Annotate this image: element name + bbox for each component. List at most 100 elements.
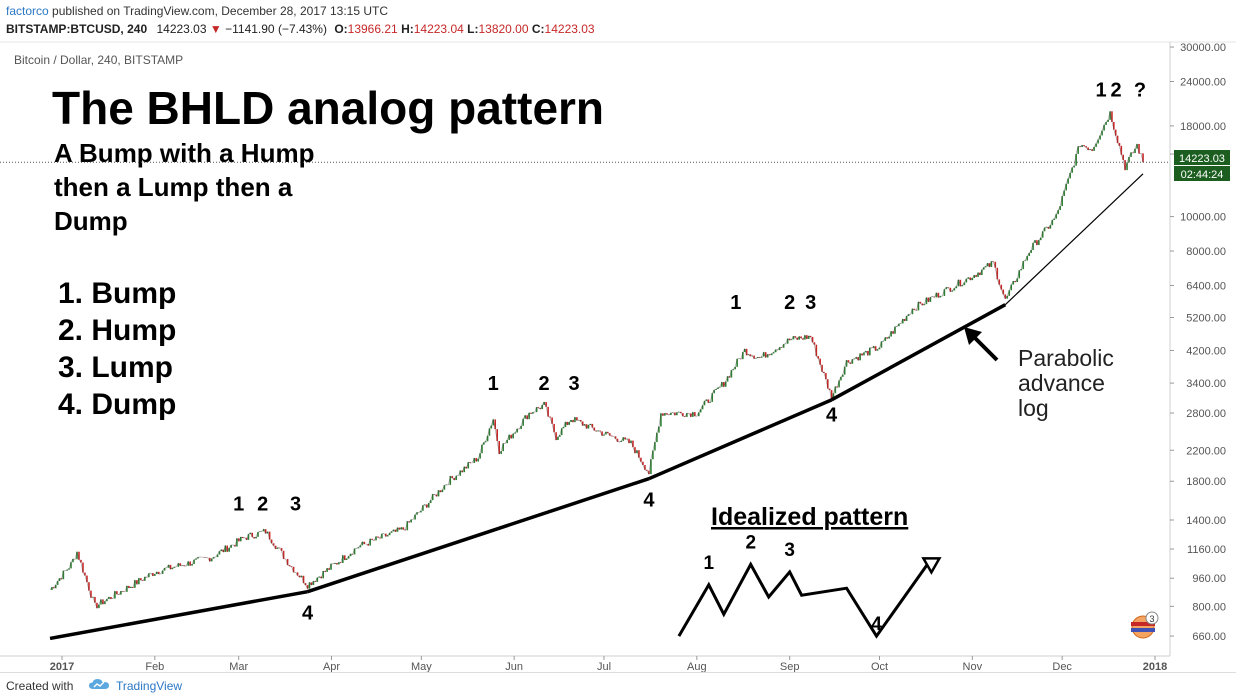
idealized-label: 1 [704, 553, 715, 574]
y-tick-label: 800.00 [1192, 601, 1226, 613]
high-value: 14223.04 [413, 22, 464, 36]
y-tick-label: 8000.00 [1186, 246, 1226, 258]
chart-header: factorco published on TradingView.com, D… [0, 0, 1236, 40]
y-tick-label: 18000.00 [1180, 121, 1226, 133]
idealized-label: 2 [745, 532, 756, 553]
symbol-label: BITSTAMP:BTCUSD, 240 [6, 22, 148, 36]
y-tick-label: 30000.00 [1180, 42, 1226, 54]
idealized-title: Idealized pattern [711, 503, 908, 531]
pattern-label: 3 [805, 292, 816, 314]
badge-count: 3 [1149, 614, 1154, 624]
price-tag-box [1174, 150, 1230, 165]
pattern-label: 1 [1096, 79, 1107, 101]
legend-item-lump: 3. Lump [58, 351, 173, 384]
y-tick-label: 660.00 [1192, 631, 1226, 643]
price-change: −1141.90 (−7.43%) [225, 22, 327, 36]
pattern-label: 2 [784, 292, 795, 314]
close-value: 14223.03 [544, 22, 595, 36]
idealized-label: 3 [784, 540, 795, 561]
countdown-tag-value: 02:44:24 [1181, 169, 1224, 181]
parabolic-line-3: log [1018, 395, 1049, 421]
pattern-label: 4 [302, 602, 314, 624]
y-tick-label: 1400.00 [1186, 515, 1226, 527]
pattern-annotations: 1 2 341 2 341 2 341 2? [233, 79, 1146, 624]
low-label: L: [467, 22, 479, 36]
x-tick-label: Dec [1052, 661, 1072, 672]
instrument-label: Bitcoin / Dollar, 240, BITSTAMP [14, 53, 183, 67]
parabolic-line-2: advance [1018, 370, 1105, 396]
created-with-text: Created with [6, 679, 74, 693]
parabolic-arrow [964, 327, 999, 362]
pattern-label: 1 [488, 373, 499, 395]
x-tick-label: Oct [871, 661, 888, 672]
x-tick-label: Jun [505, 661, 523, 672]
tradingview-cloud-icon[interactable] [88, 677, 110, 691]
price-series [0, 111, 1170, 609]
legend-item-bump: 1. Bump [58, 277, 176, 310]
y-tick-label: 1160.00 [1187, 544, 1226, 556]
y-tick-label: 1800.00 [1186, 476, 1226, 488]
legend-item-hump: 2. Hump [58, 314, 176, 347]
y-tick-label: 4200.00 [1186, 345, 1226, 357]
y-tick-label: 24000.00 [1180, 76, 1226, 88]
low-value: 13820.00 [478, 22, 529, 36]
chart-title: The BHLD analog pattern [52, 82, 604, 134]
y-tick-label: 2200.00 [1186, 445, 1226, 457]
pattern-label: 2 [257, 493, 268, 515]
author-link[interactable]: factorco [6, 4, 49, 18]
high-label: H: [401, 22, 414, 36]
pattern-label: 3 [290, 493, 301, 515]
publication-line: factorco published on TradingView.com, D… [6, 4, 388, 18]
support-line [49, 173, 1144, 641]
y-tick-label: 5200.00 [1186, 313, 1226, 325]
price-tag-value: 14223.03 [1179, 153, 1225, 165]
tradingview-link[interactable]: TradingView [116, 679, 183, 693]
close-label: C: [531, 22, 545, 36]
x-tick-label: Sep [780, 661, 800, 672]
pattern-label: 2 [1111, 79, 1122, 101]
parabolic-line-1: Parabolic [1018, 345, 1114, 371]
support-segment [307, 477, 650, 594]
price-chart[interactable]: 660.00 800.00 960.00 1160.00 1400.00 1800.00 2… [0, 0, 1236, 672]
down-arrow-icon: ▼ [209, 22, 222, 36]
support-segment [49, 589, 308, 641]
chart-subtitle: A Bump with a Hump then a Lump then a Du… [54, 138, 314, 236]
pattern-label: 4 [826, 405, 838, 427]
y-tick-label: 10000.00 [1180, 212, 1226, 224]
y-tick-label: 960.00 [1192, 573, 1226, 585]
idealized-arrow-icon [921, 557, 942, 575]
countdown-tag-box [1174, 166, 1230, 181]
subtitle-line-2: then a Lump then a [54, 172, 293, 202]
x-tick-label: 2017 [50, 661, 74, 672]
open-value: 13966.21 [347, 22, 398, 36]
x-tick-label: May [411, 661, 432, 672]
tv-badge-icon[interactable]: 3 [1131, 611, 1159, 639]
plot-area[interactable] [0, 42, 1170, 656]
support-segment [1004, 173, 1144, 306]
price-path [49, 111, 1144, 609]
support-segment [830, 303, 1007, 402]
x-tick-label: Apr [323, 661, 340, 672]
x-tick-label: Nov [963, 661, 983, 672]
pattern-label: 2 [539, 373, 550, 395]
footer: Created with TradingView [0, 672, 1236, 699]
y-tick-label: 2800.00 [1186, 408, 1226, 420]
arrow-head-icon [964, 327, 982, 345]
pattern-label: 3 [569, 373, 580, 395]
pattern-legend: 1. Bump 2. Hump 3. Lump 4. Dump [58, 277, 176, 421]
x-tick-label: Mar [229, 661, 248, 672]
quote-line: BITSTAMP:BTCUSD, 240 14223.03 ▼ −1141.90… [6, 22, 595, 36]
x-tick-label: 2018 [1143, 661, 1167, 672]
idealized-path [677, 561, 929, 639]
legend-item-dump: 4. Dump [58, 388, 176, 421]
idealized-label: 4 [871, 614, 882, 635]
pattern-label: 1 [730, 292, 741, 314]
pattern-label: 1 [233, 493, 244, 515]
published-text: published on TradingView.com, December 2… [52, 4, 389, 18]
time-axis: 2017 Feb Mar Apr May Jun Jul Aug Sep Oct Nov Dec 201… [50, 656, 1167, 672]
x-tick-label: Aug [687, 661, 707, 672]
parabolic-label: Parabolic advance log [1018, 345, 1114, 421]
support-segment [648, 398, 833, 481]
x-tick-label: Jul [597, 661, 611, 672]
pattern-label: 4 [643, 489, 655, 511]
